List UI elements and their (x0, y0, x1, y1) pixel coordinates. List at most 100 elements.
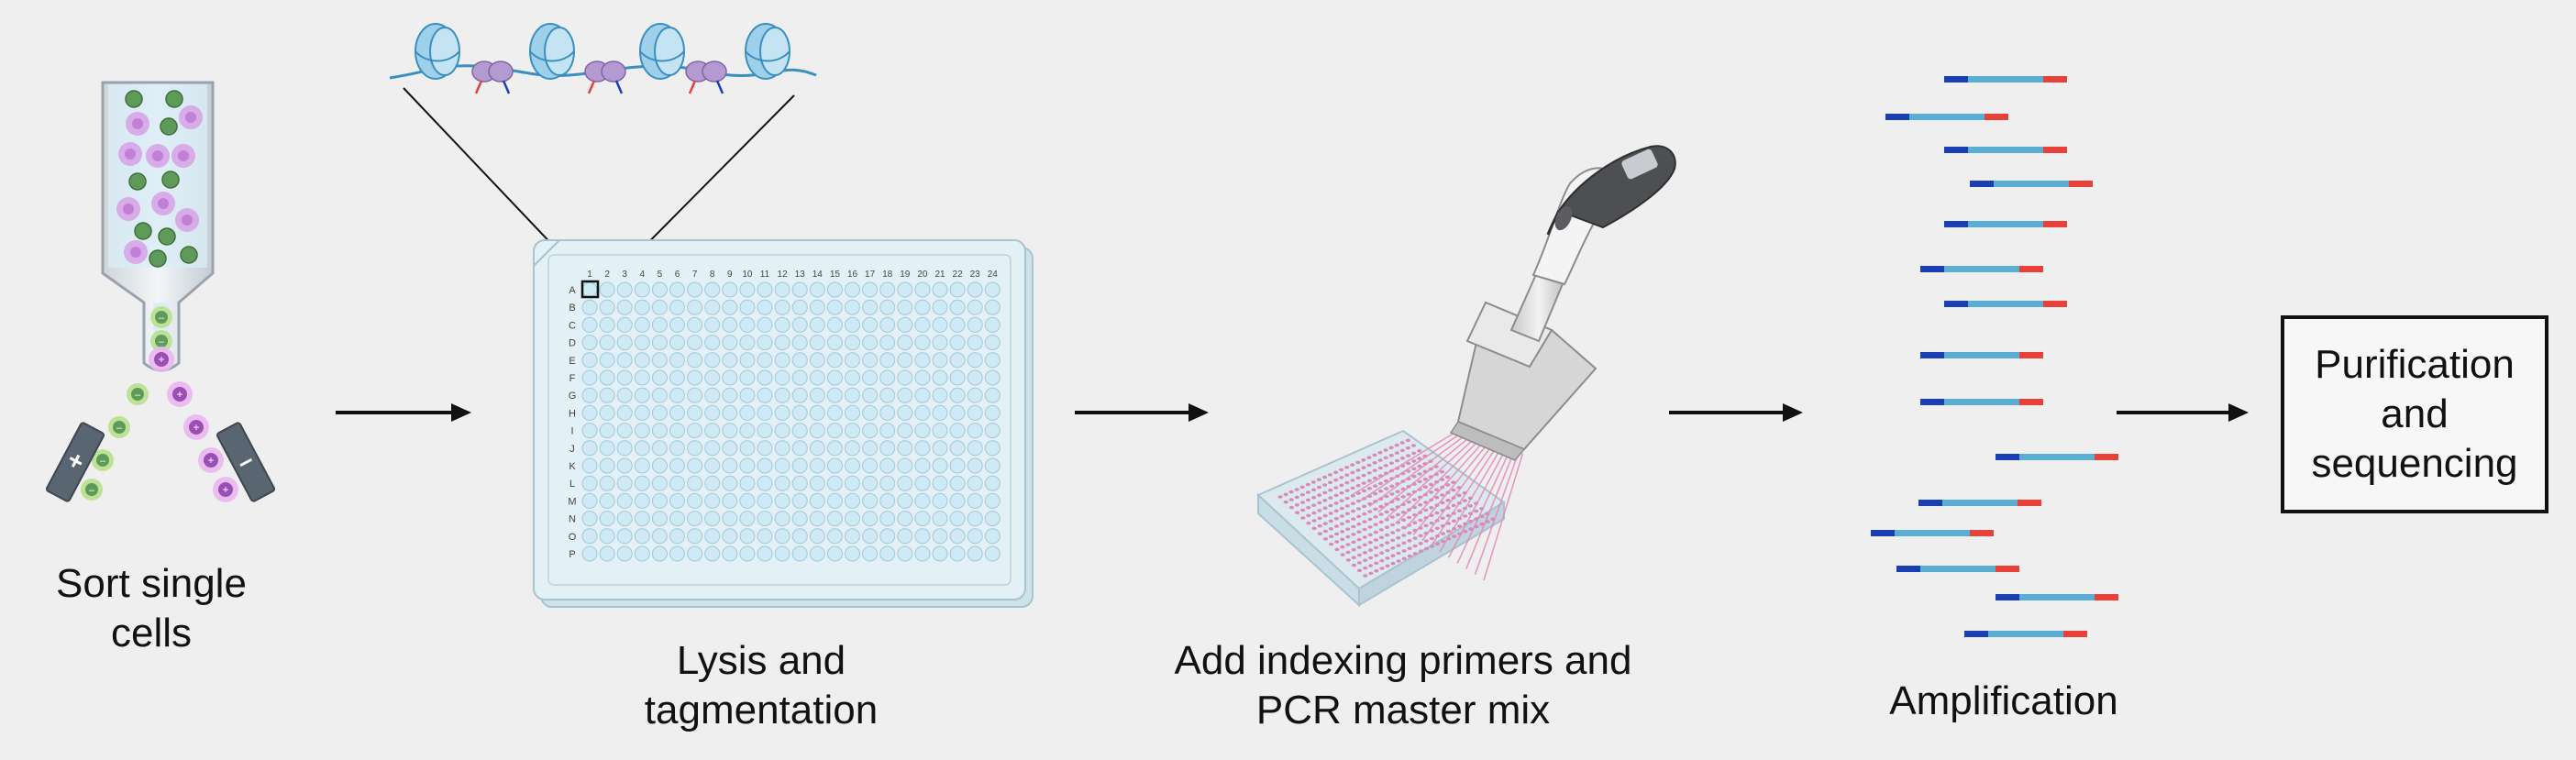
pink-well (1396, 544, 1401, 547)
fragment-adapter-left (1918, 500, 1942, 506)
well (669, 511, 685, 527)
pink-well (1457, 524, 1463, 528)
well (826, 387, 843, 403)
well (634, 457, 650, 474)
well (634, 492, 650, 509)
well (845, 492, 860, 509)
well (845, 369, 860, 386)
well (581, 475, 598, 491)
pink-well (1305, 498, 1311, 502)
adapter-blue (502, 80, 511, 94)
pink-well (1366, 471, 1372, 475)
well (932, 316, 948, 333)
channel-line (1421, 440, 1497, 542)
well (774, 404, 790, 421)
well (774, 423, 790, 439)
pink-well (1417, 457, 1422, 461)
pink-well (1373, 491, 1378, 496)
well (669, 387, 685, 403)
well (687, 404, 703, 421)
pink-well (1328, 527, 1333, 531)
well (687, 511, 703, 527)
well (862, 281, 879, 298)
row-label: A (569, 285, 576, 296)
pink-well (1418, 542, 1423, 545)
pink-well (1339, 490, 1344, 495)
well (687, 316, 703, 333)
pink-well (1310, 480, 1316, 484)
pink-well (1366, 463, 1372, 468)
well (791, 440, 808, 457)
pink-well (1361, 489, 1366, 493)
well (949, 281, 966, 298)
row-label: L (569, 479, 575, 490)
well (967, 316, 983, 333)
column-label: 20 (917, 270, 928, 280)
well (599, 335, 615, 351)
sorted-droplets: – – + – + – + – + – + (81, 306, 238, 502)
well (967, 457, 983, 474)
well (774, 352, 790, 369)
well (581, 492, 598, 509)
well (616, 316, 633, 333)
pink-well (1383, 448, 1388, 452)
well (757, 369, 773, 386)
well (687, 387, 703, 403)
well (914, 352, 931, 369)
well (845, 423, 860, 439)
well (616, 369, 633, 386)
pink-well (1451, 503, 1456, 508)
well (967, 352, 983, 369)
pink-well (1355, 483, 1361, 488)
pink-well (1385, 548, 1390, 553)
pink-well (1451, 519, 1457, 523)
charge-sign: – (100, 456, 106, 467)
well (634, 475, 650, 491)
fragment-adapter-right (2019, 399, 2043, 405)
pink-well (1333, 516, 1339, 521)
charge-sign: + (193, 421, 199, 434)
well (809, 440, 825, 457)
well (809, 423, 825, 439)
well (949, 352, 966, 369)
well (774, 281, 790, 298)
channel-line (1360, 428, 1468, 501)
well (809, 316, 825, 333)
pink-well (1305, 482, 1310, 487)
well (704, 475, 721, 491)
pink-well (1363, 558, 1368, 562)
well (774, 511, 790, 527)
caption-line: Purification (2315, 342, 2515, 387)
well (967, 440, 983, 457)
pink-well (1384, 518, 1389, 522)
well (581, 423, 598, 439)
well (739, 369, 756, 386)
well (932, 299, 948, 315)
pink-well (1366, 456, 1372, 459)
well (722, 316, 738, 333)
purple-cell-nucleus (123, 204, 134, 215)
well (581, 528, 598, 545)
pink-well (1316, 478, 1321, 481)
pink-well (1328, 512, 1333, 515)
pink-well (1361, 473, 1366, 478)
pink-well (1299, 485, 1305, 490)
pink-well (1317, 532, 1322, 535)
pink-well (1401, 518, 1407, 522)
well (967, 545, 983, 562)
well (967, 492, 983, 509)
pink-well (1333, 470, 1339, 474)
pink-well (1362, 543, 1367, 547)
pink-well (1407, 539, 1412, 543)
well (651, 281, 668, 298)
pink-well (1407, 554, 1412, 558)
well (599, 281, 615, 298)
pink-well (1355, 468, 1361, 472)
pink-well (1434, 526, 1440, 531)
well (774, 440, 790, 457)
pink-well (1440, 516, 1445, 520)
well (984, 492, 1001, 509)
dna-wrap (529, 50, 575, 62)
well (599, 528, 615, 545)
